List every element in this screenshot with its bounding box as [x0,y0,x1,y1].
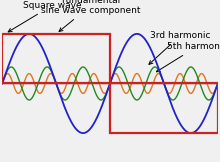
Text: Fundamental
sine wave component: Fundamental sine wave component [41,0,141,31]
Text: 5th harmonic: 5th harmonic [156,42,220,72]
Bar [110,83,218,133]
Text: 3rd harmonic: 3rd harmonic [149,31,211,64]
Bar [2,34,110,83]
Text: Square wave: Square wave [8,1,81,32]
